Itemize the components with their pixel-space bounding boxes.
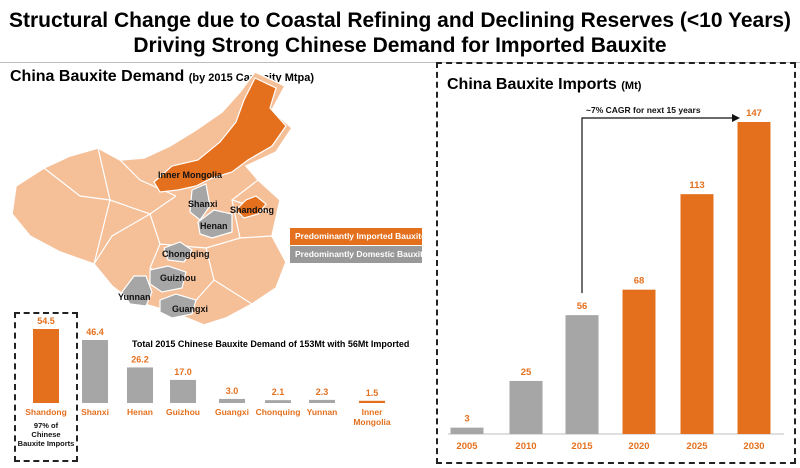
demand-bar-7 [359, 400, 385, 403]
province-label-shanxi: Shanxi [188, 199, 218, 209]
province-label-chongqing: Chongqing [162, 249, 209, 259]
map-title: China Bauxite Demand [10, 68, 185, 85]
demand-category-label-5: Chonquing [256, 407, 301, 417]
imports-bar-2020 [622, 289, 656, 434]
imports-value-label-2015: 56 [577, 301, 588, 312]
demand-category-label-1: Shanxi [81, 407, 109, 417]
province-label-shandong: Shandong [230, 205, 274, 215]
imports-year-label-2015: 2015 [571, 441, 593, 452]
imports-chart-unit: (Mt) [621, 80, 642, 92]
province-border [93, 213, 151, 265]
demand-bar-4 [219, 398, 245, 403]
cagr-arrow-head [732, 114, 740, 122]
demand-value-label-2: 26.2 [131, 354, 149, 364]
imports-year-label-2025: 2025 [686, 441, 708, 452]
demand-value-label-0: 54.5 [37, 316, 55, 326]
demand-bar-3 [170, 379, 196, 403]
imports-year-label-2030: 2030 [743, 441, 764, 452]
demand-category-label-7: Inner Mongolia [353, 407, 391, 427]
demand-value-label-5: 2.1 [272, 387, 285, 397]
demand-bar-5 [265, 400, 291, 403]
imports-year-label-2020: 2020 [628, 441, 649, 452]
imports-panel-title: China Bauxite Imports (Mt) [447, 76, 641, 94]
imports-value-label-2010: 25 [521, 367, 532, 378]
demand-bar-6 [309, 399, 335, 403]
imports-chart-title: China Bauxite Imports [447, 76, 617, 93]
demand-bar-2 [127, 367, 153, 403]
province-inner-mongolia [153, 77, 287, 193]
shandong-annotation: 97% of Chinese Bauxite Imports [18, 421, 75, 448]
demand-value-label-3: 17.0 [174, 367, 192, 377]
slide-title-line-2: Driving Strong Chinese Demand for Import… [133, 34, 667, 57]
province-label-inner-mongolia: Inner Mongolia [158, 170, 223, 180]
province-chongqing [163, 241, 193, 263]
imports-bar-2025 [680, 194, 714, 434]
imports-value-label-2005: 3 [464, 414, 469, 425]
demand-value-label-4: 3.0 [226, 386, 239, 396]
imports-bar-2015 [565, 315, 599, 434]
province-henan [197, 209, 233, 239]
legend-domestic: Predominantly Domestic Bauxite [290, 246, 428, 263]
imports-bar-2010 [509, 380, 543, 434]
province-label-guizhou: Guizhou [160, 273, 196, 283]
title-divider [0, 62, 800, 63]
imports-value-label-2025: 113 [689, 180, 704, 191]
demand-bar-0 [33, 329, 59, 403]
imports-value-label-2020: 68 [634, 276, 645, 287]
imports-year-label-2010: 2010 [515, 441, 536, 452]
imports-bar-2005 [450, 427, 484, 434]
demand-category-label-6: Yunnan [307, 407, 338, 417]
demand-value-label-1: 46.4 [86, 327, 104, 337]
demand-total-note: Total 2015 Chinese Bauxite Demand of 153… [132, 339, 410, 349]
province-border [43, 167, 111, 201]
imports-value-label-2030: 147 [746, 108, 762, 119]
demand-category-label-2: Henan [127, 407, 153, 417]
province-shanxi [189, 183, 211, 221]
imports-bar-2030 [737, 122, 771, 434]
cagr-arrow-line [581, 117, 732, 294]
demand-category-label-4: Guangxi [215, 407, 249, 417]
imports-year-label-2005: 2005 [456, 441, 478, 452]
legend-imported: Predominantly Imported Bauxite [290, 228, 426, 245]
demand-bar-1 [82, 339, 108, 403]
cagr-annotation: ~7% CAGR for next 15 years [586, 105, 701, 115]
slide-title-line-1: Structural Change due to Coastal Refinin… [8, 9, 792, 32]
province-shandong [235, 195, 267, 219]
province-label-henan: Henan [200, 221, 228, 231]
province-label-yunnan: Yunnan [118, 292, 151, 302]
map-shapes: Inner Mongolia Shandong Shanxi Henan Chongqi… [11, 71, 293, 326]
province-yunnan [121, 275, 153, 307]
demand-category-label-3: Guizhou [166, 407, 200, 417]
shandong-highlight-box [14, 312, 78, 462]
demand-category-label-0: Shandong [25, 407, 67, 417]
province-guizhou [149, 265, 187, 293]
demand-value-label-6: 2.3 [316, 387, 329, 397]
province-guangxi [159, 293, 197, 319]
imports-panel-box [436, 62, 796, 464]
province-label-guangxi: Guangxi [172, 304, 208, 314]
demand-value-label-7: 1.5 [366, 388, 379, 398]
